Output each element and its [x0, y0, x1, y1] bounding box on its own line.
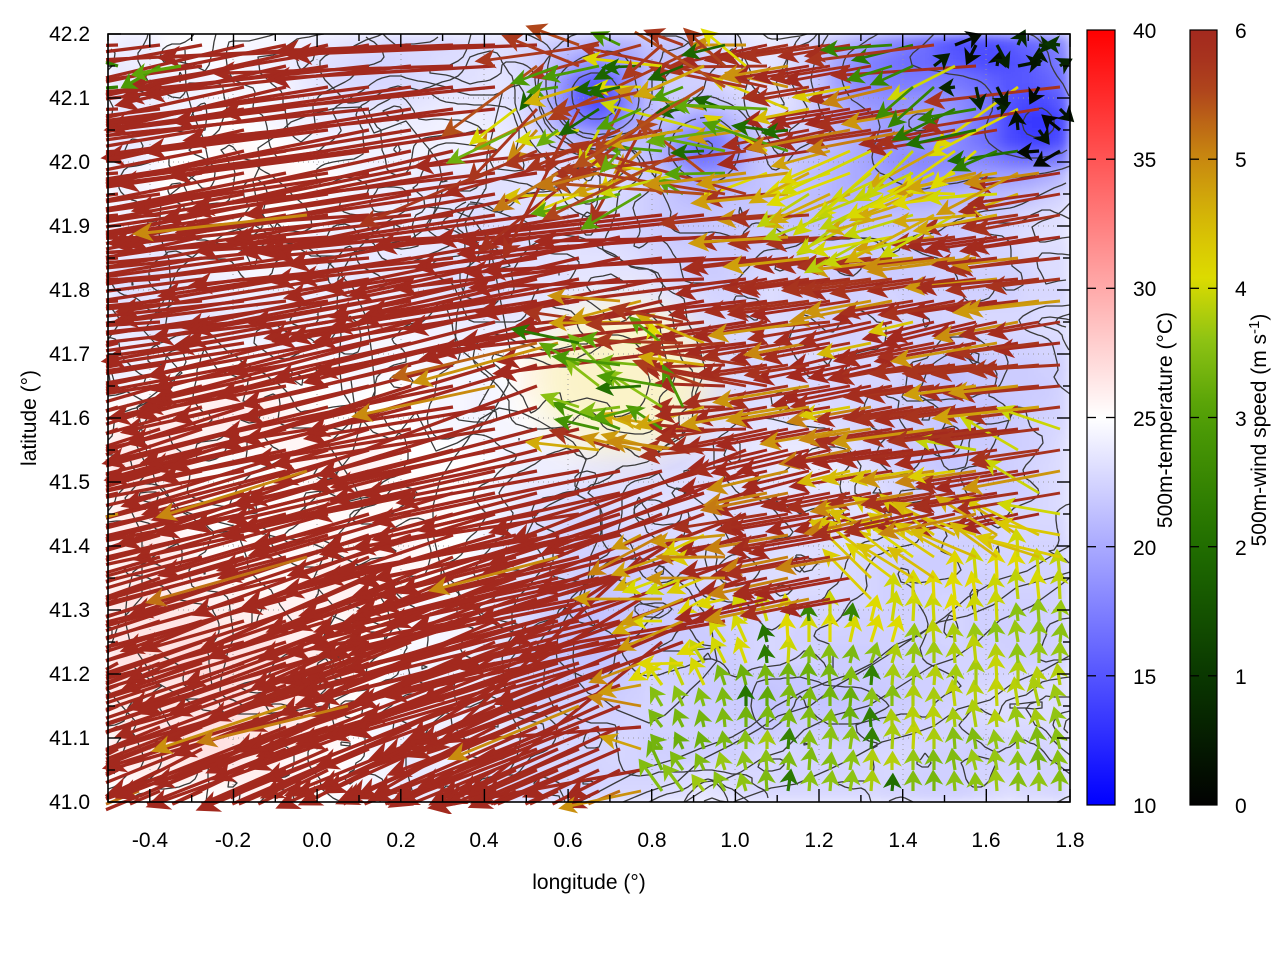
svg-text:1.8: 1.8 [1055, 829, 1084, 852]
svg-text:1.0: 1.0 [720, 829, 749, 852]
svg-text:-0.4: -0.4 [132, 829, 169, 852]
svg-text:0.8: 0.8 [637, 829, 666, 852]
svg-text:25: 25 [1133, 408, 1156, 431]
svg-text:15: 15 [1133, 666, 1156, 689]
svg-text:0.0: 0.0 [302, 829, 331, 852]
svg-text:0.6: 0.6 [553, 829, 582, 852]
svg-text:4: 4 [1235, 278, 1247, 301]
svg-text:42.0: 42.0 [49, 151, 90, 174]
svg-text:35: 35 [1133, 149, 1156, 172]
svg-text:10: 10 [1133, 795, 1156, 818]
svg-text:41.5: 41.5 [49, 471, 90, 494]
svg-text:2: 2 [1235, 537, 1247, 560]
svg-text:0: 0 [1235, 795, 1247, 818]
svg-text:-0.2: -0.2 [215, 829, 251, 852]
svg-text:1.6: 1.6 [971, 829, 1000, 852]
svg-text:0.2: 0.2 [386, 829, 415, 852]
svg-text:42.1: 42.1 [49, 87, 90, 110]
svg-text:42.2: 42.2 [49, 23, 90, 46]
svg-text:1: 1 [1235, 666, 1247, 689]
svg-text:1.2: 1.2 [804, 829, 833, 852]
svg-text:41.9: 41.9 [49, 215, 90, 238]
svg-text:20: 20 [1133, 537, 1156, 560]
svg-text:41.2: 41.2 [49, 663, 90, 686]
svg-text:5: 5 [1235, 149, 1247, 172]
svg-text:500m-temperature (°C): 500m-temperature (°C) [1154, 312, 1177, 528]
svg-text:40: 40 [1133, 20, 1156, 43]
svg-text:latitude (°): latitude (°) [18, 370, 41, 466]
svg-text:3: 3 [1235, 408, 1247, 431]
svg-text:500m-wind speed (m s-1): 500m-wind speed (m s-1) [1246, 314, 1271, 547]
svg-text:41.4: 41.4 [49, 535, 90, 558]
svg-text:41.1: 41.1 [49, 727, 90, 750]
svg-text:0.4: 0.4 [469, 829, 499, 852]
svg-text:1.4: 1.4 [888, 829, 918, 852]
svg-text:30: 30 [1133, 278, 1156, 301]
svg-text:41.0: 41.0 [49, 791, 90, 814]
svg-text:6: 6 [1235, 20, 1247, 43]
svg-text:41.6: 41.6 [49, 407, 90, 430]
svg-text:41.8: 41.8 [49, 279, 90, 302]
svg-text:longitude (°): longitude (°) [532, 871, 645, 894]
svg-text:41.3: 41.3 [49, 599, 90, 622]
svg-text:41.7: 41.7 [49, 343, 90, 366]
